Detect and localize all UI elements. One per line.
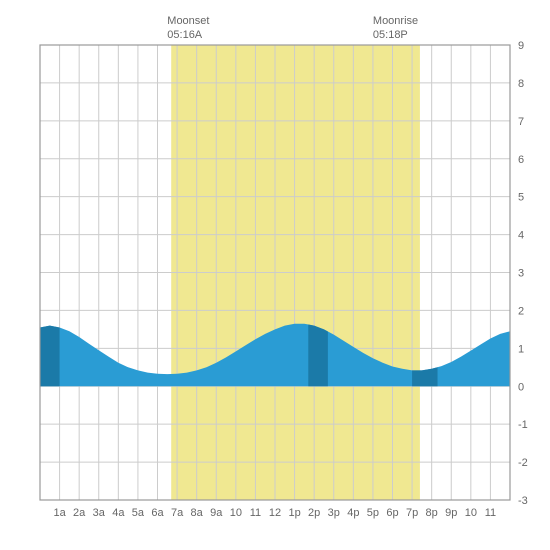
x-tick-label: 1a bbox=[53, 507, 66, 519]
x-tick-label: 3a bbox=[93, 507, 106, 519]
x-tick-label: 10 bbox=[230, 507, 242, 519]
x-tick-label: 11 bbox=[250, 507, 261, 519]
x-tick-label: 7a bbox=[171, 507, 184, 519]
x-tick-label: 12 bbox=[269, 507, 281, 519]
y-tick-label: 9 bbox=[518, 40, 524, 52]
moonset-time: 05:16A bbox=[167, 29, 203, 41]
y-tick-label: 7 bbox=[518, 116, 524, 128]
y-tick-label: 2 bbox=[518, 305, 524, 317]
x-tick-label: 9p bbox=[445, 507, 457, 519]
y-tick-label: -1 bbox=[518, 419, 528, 431]
moonrise-title: Moonrise bbox=[373, 15, 418, 27]
x-tick-label: 1p bbox=[288, 507, 300, 519]
x-tick-label: 8p bbox=[426, 507, 438, 519]
y-tick-label: 3 bbox=[518, 268, 524, 280]
x-tick-label: 9a bbox=[210, 507, 223, 519]
y-tick-label: 5 bbox=[518, 192, 524, 204]
y-tick-label: -2 bbox=[518, 457, 528, 469]
x-tick-label: 11 bbox=[485, 507, 496, 519]
x-tick-label: 2a bbox=[73, 507, 86, 519]
y-tick-label: -3 bbox=[518, 495, 528, 507]
y-tick-label: 8 bbox=[518, 78, 524, 90]
x-tick-label: 6a bbox=[151, 507, 164, 519]
x-tick-label: 3p bbox=[328, 507, 340, 519]
y-tick-label: 1 bbox=[518, 343, 524, 355]
x-tick-label: 4a bbox=[112, 507, 125, 519]
x-tick-label: 2p bbox=[308, 507, 320, 519]
x-tick-label: 4p bbox=[347, 507, 359, 519]
moonrise-time: 05:18P bbox=[373, 29, 408, 41]
y-tick-label: 0 bbox=[518, 381, 524, 393]
x-tick-label: 10 bbox=[465, 507, 477, 519]
x-tick-label: 8a bbox=[191, 507, 204, 519]
chart-svg: -3-2-101234567891a2a3a4a5a6a7a8a9a101112… bbox=[10, 10, 540, 540]
tide-chart: -3-2-101234567891a2a3a4a5a6a7a8a9a101112… bbox=[10, 10, 540, 540]
x-tick-label: 6p bbox=[386, 507, 398, 519]
x-tick-label: 5a bbox=[132, 507, 145, 519]
y-tick-label: 6 bbox=[518, 154, 524, 166]
tide-area-dark bbox=[40, 326, 60, 387]
tide-area-dark bbox=[308, 324, 328, 386]
moonset-title: Moonset bbox=[167, 15, 209, 27]
y-tick-label: 4 bbox=[518, 230, 524, 242]
x-tick-label: 7p bbox=[406, 507, 418, 519]
x-tick-label: 5p bbox=[367, 507, 379, 519]
